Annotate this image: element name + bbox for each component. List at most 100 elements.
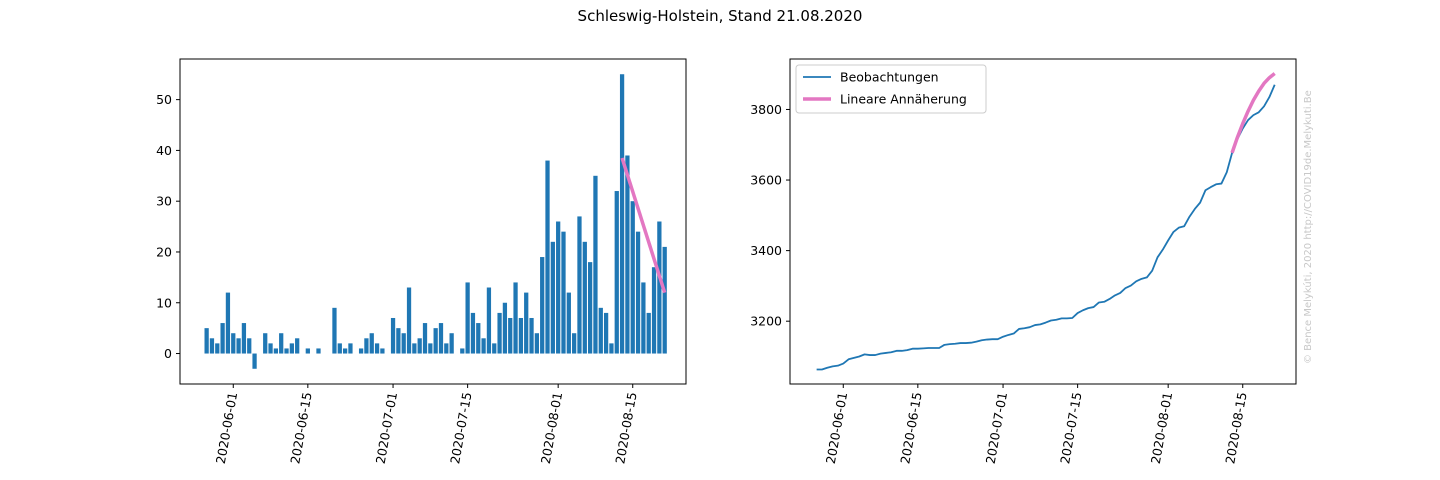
bar	[273, 348, 279, 354]
legend-fit-label: Lineare Annäherung	[840, 92, 967, 107]
bar	[406, 287, 412, 354]
bar	[369, 333, 374, 354]
y-tick-label: 3200	[750, 314, 782, 329]
axes-frame	[789, 58, 1297, 385]
bar	[428, 343, 433, 354]
bar	[284, 348, 289, 354]
daily-cases-panel: 0 10 20 30 40 50 2020-06-01 2020-06-15 2020-07-0…	[156, 58, 687, 465]
legend-observations-label: Beobachtungen	[840, 70, 939, 85]
bar	[556, 221, 561, 354]
x-tick-label: 2020-06-01	[213, 391, 240, 465]
x-tick-label: 2020-07-01	[373, 391, 400, 465]
bar	[215, 343, 220, 354]
bar	[236, 338, 241, 354]
bar	[545, 160, 550, 354]
bar	[508, 317, 513, 354]
bar	[268, 343, 273, 354]
bar	[231, 333, 236, 354]
bar	[593, 175, 598, 354]
bar	[518, 317, 524, 354]
legend: Beobachtungen Lineare Annäherung	[795, 64, 987, 114]
bar	[534, 333, 539, 354]
bar	[550, 241, 555, 354]
bar	[209, 338, 215, 354]
bar	[577, 216, 582, 354]
bar	[364, 338, 369, 354]
bar	[630, 201, 635, 354]
x-tick-label: 2020-07-15	[447, 391, 474, 465]
cumulative-cases-panel: 3200 3400 3600 3800 2020-06-01 2020-06-15 2020…	[750, 58, 1297, 465]
bar	[204, 328, 209, 354]
bar	[587, 262, 593, 354]
legend-box	[795, 64, 987, 114]
bar	[295, 338, 300, 354]
bar	[263, 333, 268, 354]
bar	[316, 348, 321, 354]
bar	[651, 267, 657, 354]
bar	[401, 333, 406, 354]
x-tick-label: 2020-08-01	[1148, 391, 1175, 465]
bar	[502, 302, 508, 354]
bar	[305, 348, 310, 354]
bar	[449, 333, 454, 354]
bar	[289, 343, 294, 354]
bar	[422, 323, 428, 354]
bar	[657, 221, 662, 354]
bar	[225, 292, 231, 354]
bar	[566, 292, 571, 354]
bar	[337, 343, 342, 354]
y-tick-label: 10	[156, 295, 172, 310]
y-tick-label: 3800	[750, 102, 782, 117]
bar	[476, 323, 481, 354]
bar	[497, 312, 502, 354]
y-tick-label: 30	[156, 194, 172, 209]
x-tick-label: 2020-07-01	[983, 391, 1010, 465]
y-tick-label: 20	[156, 244, 172, 259]
bar	[332, 307, 337, 354]
bar	[481, 338, 486, 354]
x-tick-label: 2020-08-15	[1222, 391, 1249, 465]
axes-frame	[179, 58, 687, 385]
bar	[614, 191, 619, 354]
y-tick-label: 40	[156, 143, 172, 158]
plot-area	[816, 72, 1276, 371]
bar	[390, 317, 396, 354]
bar	[412, 343, 417, 354]
x-tick-label: 2020-06-01	[823, 391, 850, 465]
y-tick-label: 3600	[750, 173, 782, 188]
x-tick-label: 2020-06-15	[287, 391, 314, 465]
bar	[241, 323, 247, 354]
bar	[380, 348, 385, 354]
bar	[561, 231, 566, 354]
bar	[417, 338, 422, 354]
bar	[247, 338, 252, 354]
plot-area	[204, 74, 667, 369]
x-tick-label: 2020-08-15	[612, 391, 639, 465]
bar	[572, 333, 577, 354]
bar	[433, 328, 438, 354]
observations-line	[816, 84, 1276, 371]
bar	[662, 246, 667, 354]
bar	[348, 343, 353, 354]
bar	[598, 307, 603, 354]
bar	[374, 343, 380, 354]
copyright-watermark: © Bence Melykúti, 2020 http://COVID19de.…	[1302, 90, 1314, 364]
bar	[358, 348, 364, 354]
bar	[609, 343, 614, 354]
bar	[603, 312, 609, 354]
y-tick-label: 50	[156, 92, 172, 107]
bar	[641, 282, 646, 354]
bar	[540, 257, 545, 354]
fit-line	[620, 157, 667, 294]
fit-line	[1230, 72, 1276, 154]
bar	[635, 231, 641, 354]
bar	[342, 348, 348, 354]
bar	[646, 312, 651, 354]
bar	[619, 74, 625, 354]
bar	[524, 292, 529, 354]
y-tick-label: 3400	[750, 243, 782, 258]
bar	[513, 282, 518, 354]
bar	[444, 343, 449, 354]
bar	[252, 353, 257, 369]
